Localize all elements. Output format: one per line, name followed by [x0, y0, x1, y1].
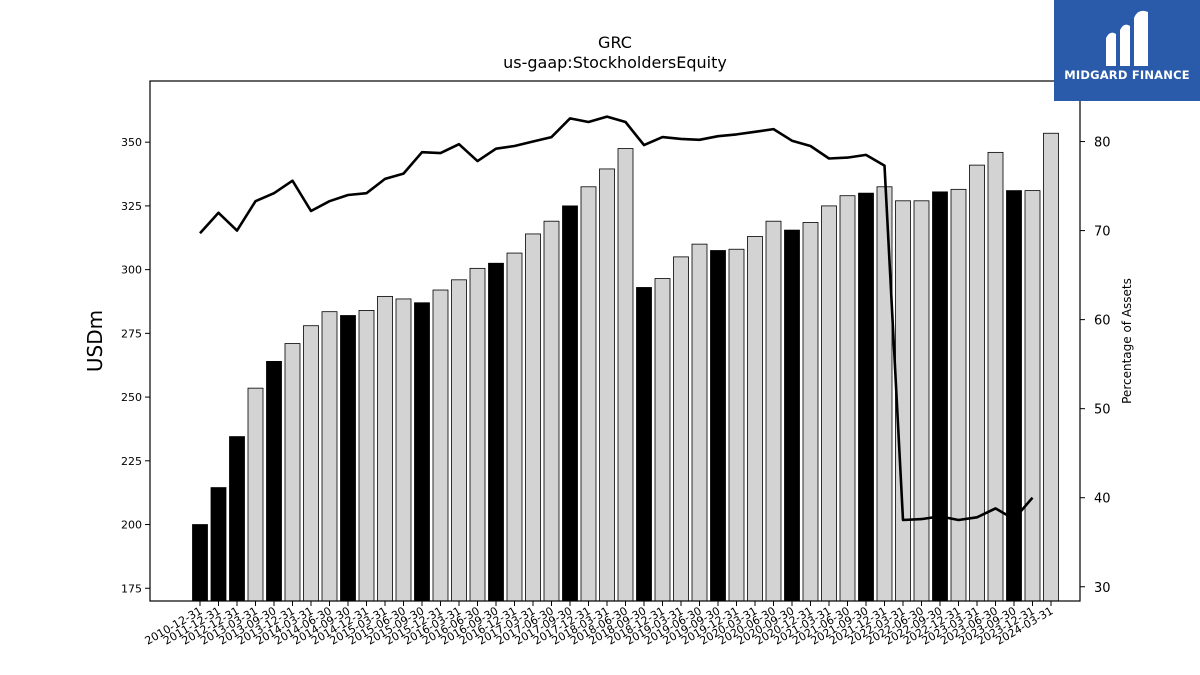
bar	[821, 205, 837, 602]
bar-group	[192, 132, 1059, 602]
bar	[284, 343, 301, 602]
brand-mark-icon	[1106, 10, 1148, 67]
brand-logo: MIDGARD FINANCE	[1054, 0, 1200, 101]
bar	[543, 220, 560, 602]
bar	[784, 229, 800, 602]
bar	[358, 310, 375, 602]
bar	[950, 188, 967, 602]
bar	[1024, 190, 1041, 602]
bar	[969, 164, 985, 602]
bar	[414, 302, 430, 602]
y2-tick-label: 40	[1094, 492, 1111, 507]
bar	[654, 278, 671, 602]
chart-title: GRC	[598, 33, 632, 52]
y-tick-label: 225	[121, 455, 142, 468]
y-tick-label: 175	[121, 582, 142, 595]
y2-tick-label: 70	[1094, 225, 1111, 240]
y2-axis-label: Percentage of Assets	[1120, 278, 1134, 404]
plot-frame	[149, 80, 1081, 602]
bar	[691, 243, 708, 602]
y2-tick-label: 50	[1094, 403, 1111, 418]
bar	[247, 387, 264, 602]
chart-subtitle: us-gaap:StockholdersEquity	[503, 53, 727, 72]
bar	[469, 267, 486, 602]
bar	[229, 436, 245, 602]
bar	[395, 298, 412, 602]
bar	[858, 192, 874, 602]
bar	[451, 279, 467, 602]
bar	[802, 222, 819, 602]
bar	[839, 195, 856, 602]
bar	[210, 487, 227, 602]
y-axis-label: USDm	[83, 310, 107, 372]
y-tick-label: 200	[121, 519, 142, 532]
bar	[673, 256, 689, 602]
bar	[747, 236, 763, 602]
bar	[1043, 132, 1059, 602]
bar	[488, 262, 504, 602]
y2-tick-label: 60	[1094, 314, 1111, 329]
bar	[377, 295, 393, 602]
bar	[192, 524, 208, 602]
y-tick-label: 325	[121, 200, 142, 213]
bar	[340, 315, 356, 602]
bar	[525, 233, 541, 602]
series-line	[199, 115, 1034, 522]
bar	[765, 220, 782, 602]
bar	[321, 311, 338, 602]
bar	[303, 325, 319, 602]
line-group	[199, 115, 1034, 522]
bar	[728, 248, 745, 602]
bar	[636, 287, 652, 602]
y2-tick-label: 30	[1094, 581, 1111, 596]
y-tick-label: 250	[121, 391, 142, 404]
bar	[617, 148, 634, 602]
bar	[432, 289, 449, 602]
bar	[710, 250, 726, 602]
bar	[506, 252, 523, 602]
bar	[580, 186, 597, 602]
right-axis: 30 40 50 60 70 80	[1080, 136, 1111, 596]
x-axis: 2010-12-312011-12-312012-12-312013-03-31…	[143, 601, 1056, 648]
bar	[913, 200, 930, 602]
bar	[1006, 190, 1022, 602]
y-tick-label: 350	[121, 136, 142, 149]
y-tick-label: 300	[121, 264, 142, 277]
bar	[562, 205, 578, 602]
brand-name: MIDGARD FINANCE	[1064, 68, 1190, 82]
y-tick-label: 275	[121, 327, 142, 340]
bar	[932, 191, 948, 602]
bar	[599, 168, 615, 602]
y2-tick-label: 80	[1094, 136, 1111, 151]
bar	[987, 151, 1004, 602]
left-axis: 175 200 225 250 275 300 325 350	[121, 136, 150, 595]
bar	[266, 360, 282, 602]
